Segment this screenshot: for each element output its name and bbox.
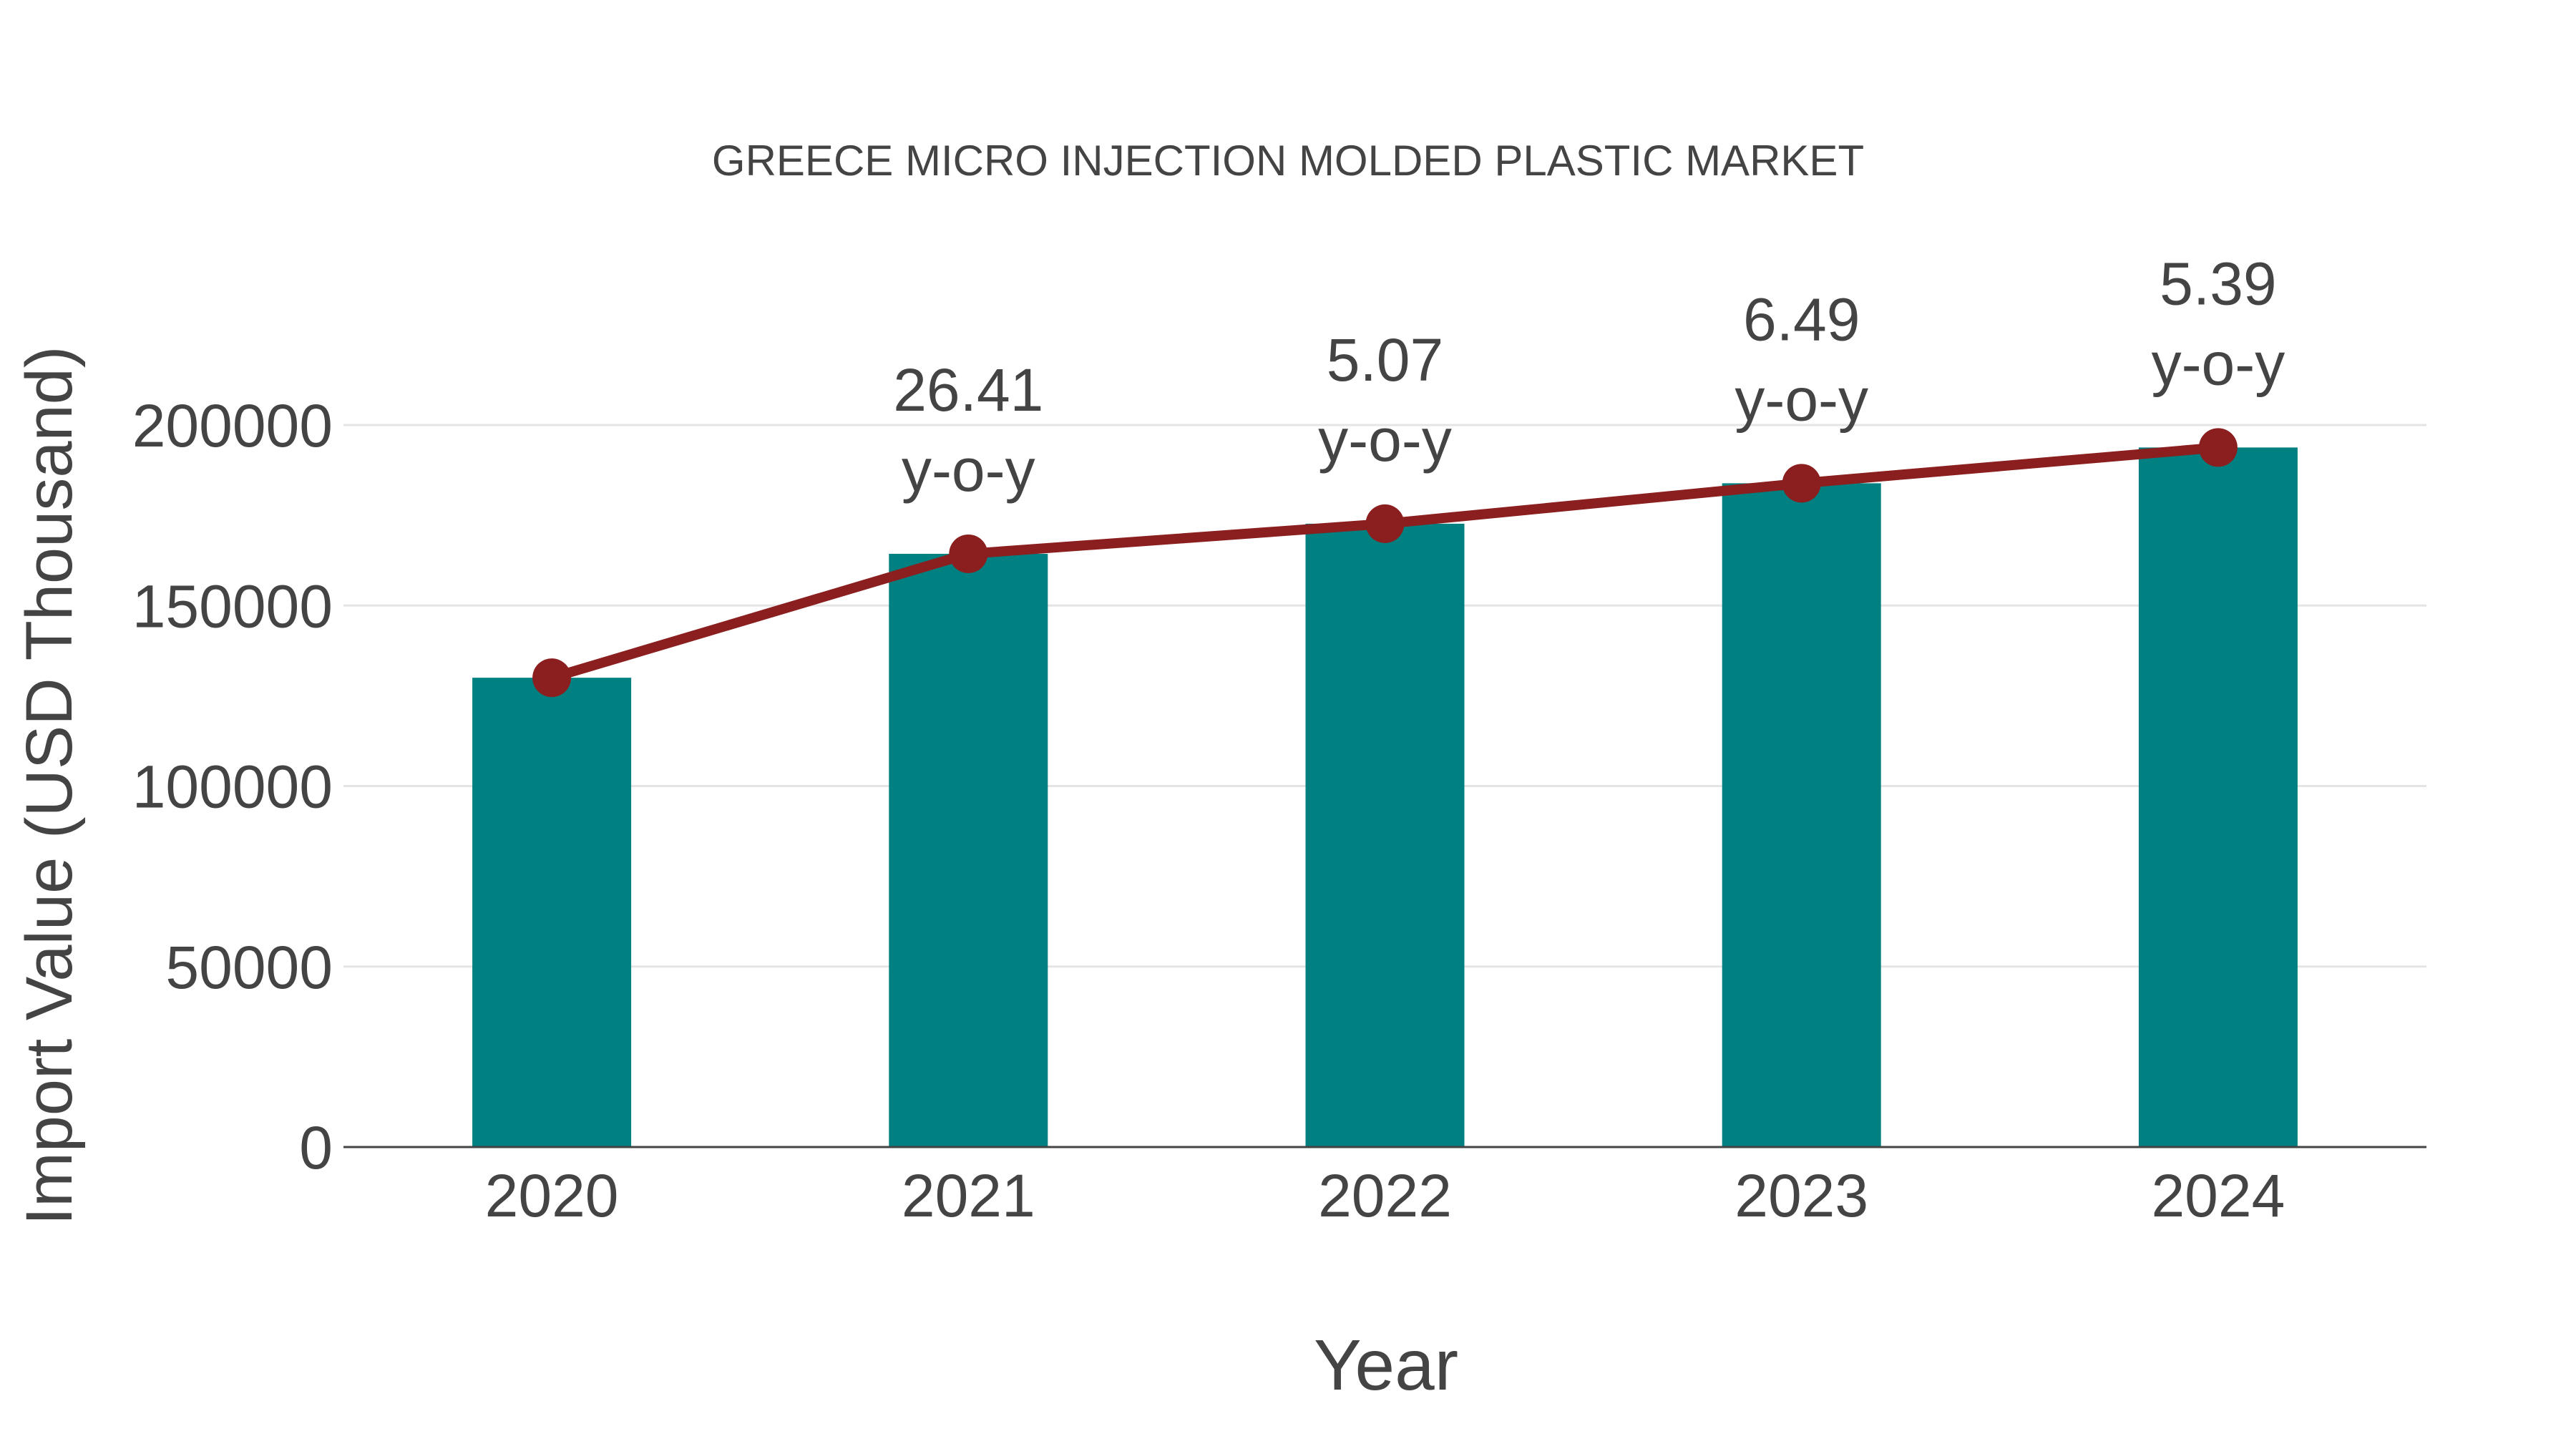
x-tick-label-2023: 2023 (1735, 1162, 1868, 1229)
bar-2020 (472, 678, 632, 1147)
yoy-value-2024: 5.39 (2160, 250, 2277, 317)
marker-2022 (1365, 504, 1405, 543)
yoy-value-2021: 26.41 (893, 356, 1043, 424)
x-tick-label-2024: 2024 (2151, 1162, 2285, 1229)
x-tick-label-2021: 2021 (902, 1162, 1035, 1229)
yoy-suffix-2024: y-o-y (2152, 330, 2285, 397)
y-tick-label-50000: 50000 (165, 934, 333, 1001)
yoy-value-2023: 6.49 (1743, 286, 1860, 353)
yoy-suffix-2023: y-o-y (1735, 366, 1868, 433)
marker-2023 (1782, 464, 1821, 503)
yoy-value-2022: 5.07 (1327, 326, 1444, 394)
yoy-suffix-2022: y-o-y (1318, 406, 1452, 474)
x-tick-label-2022: 2022 (1318, 1162, 1452, 1229)
bar-2024 (2138, 447, 2298, 1147)
y-tick-label-100000: 100000 (132, 753, 333, 821)
y-axis-title: Import Value (USD Thousand) (13, 346, 86, 1226)
marker-2020 (532, 658, 572, 698)
marker-2024 (2198, 428, 2238, 467)
x-tick-labels: 2020 2021 2022 2023 2024 (485, 1162, 2285, 1229)
trend-markers (532, 428, 2238, 698)
bar-2021 (889, 553, 1048, 1147)
yoy-annotations: 26.41 y-o-y 5.07 y-o-y 6.49 y-o-y 5.39 y-o-y (893, 250, 2285, 504)
bar-series (472, 447, 2298, 1147)
bar-2022 (1305, 523, 1465, 1147)
x-tick-label-2020: 2020 (485, 1162, 619, 1229)
marker-2021 (949, 534, 988, 573)
chart-title: GREECE MICRO INJECTION MOLDED PLASTIC MA… (712, 137, 1864, 185)
y-tick-label-200000: 200000 (132, 392, 333, 459)
yoy-suffix-2021: y-o-y (902, 436, 1035, 504)
bar-2023 (1722, 483, 1881, 1147)
y-tick-label-150000: 150000 (132, 572, 333, 640)
x-axis-title: Year (1314, 1325, 1458, 1405)
y-tick-labels: 0 50000 100000 150000 200000 (132, 392, 333, 1181)
y-tick-label-0: 0 (299, 1114, 333, 1181)
